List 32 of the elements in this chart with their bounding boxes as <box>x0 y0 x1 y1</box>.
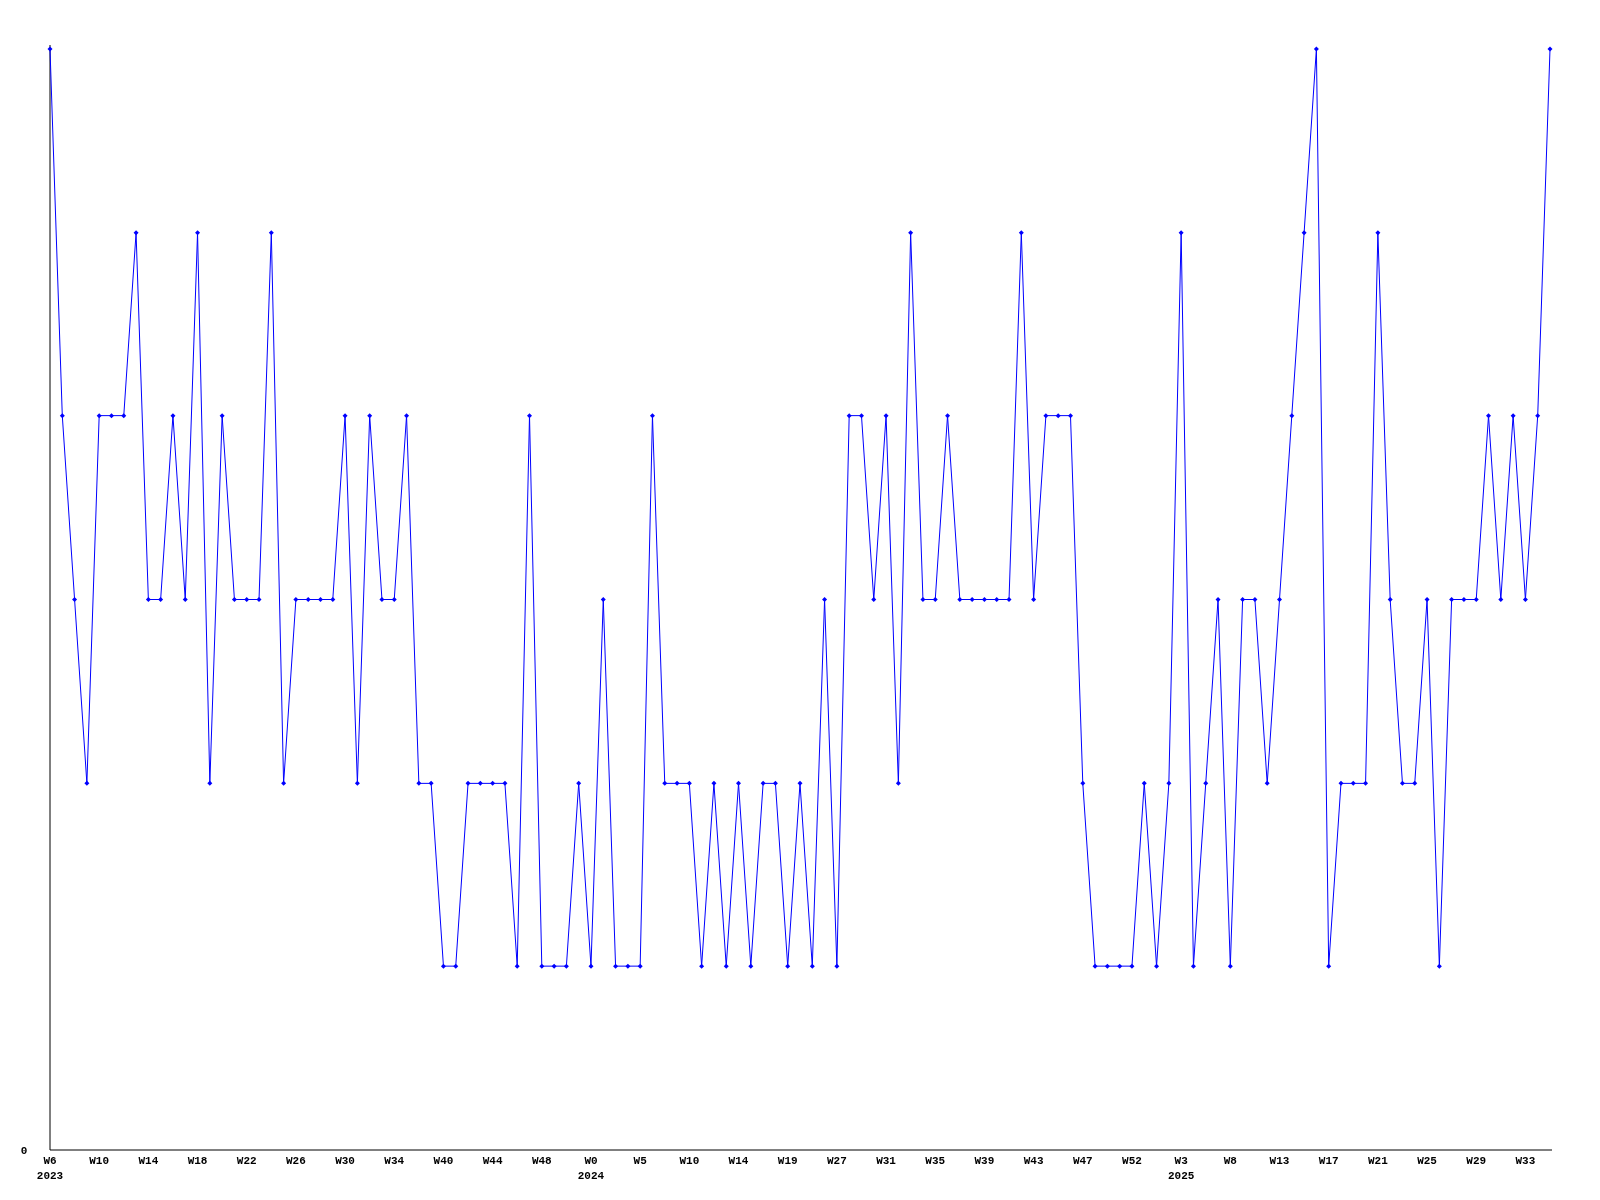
x-tick-label: W30 <box>335 1155 355 1167</box>
x-tick-label: W3 2025 <box>1167 1155 1195 1182</box>
x-tick-label: W13 <box>1269 1155 1290 1167</box>
x-tick-label: W29 <box>1466 1155 1487 1167</box>
x-tick-label: W17 <box>1318 1155 1339 1167</box>
x-tick-label: W14 <box>728 1155 749 1167</box>
x-tick-label: W14 <box>138 1155 159 1167</box>
x-tick-label: W25 <box>1417 1155 1438 1167</box>
x-tick-label: W27 <box>826 1155 847 1167</box>
x-tick-label: W33 <box>1515 1155 1536 1167</box>
x-tick-label: W10 <box>679 1155 700 1167</box>
x-tick-label: W31 <box>876 1155 897 1167</box>
x-tick-label: W44 <box>482 1155 503 1167</box>
x-tick-label: W5 <box>633 1155 648 1167</box>
x-tick-label: W35 <box>925 1155 946 1167</box>
x-tick-label: W18 <box>187 1155 208 1167</box>
text: 0 <box>20 1145 28 1157</box>
x-tick-label: W19 <box>777 1155 798 1167</box>
x-tick-label: W21 <box>1367 1155 1389 1167</box>
x-tick-label: W34 <box>384 1155 405 1167</box>
x-tick-label: W48 <box>531 1155 553 1167</box>
x-tick-label: W26 <box>286 1155 306 1167</box>
x-tick-label: W52 <box>1122 1155 1142 1167</box>
x-tick-label: W47 <box>1072 1155 1093 1167</box>
x-tick-label: W22 <box>236 1155 257 1167</box>
x-tick-label: W10 <box>89 1155 110 1167</box>
x-tick-label: W6 2023 <box>36 1155 64 1182</box>
x-tick-label: W0 2024 <box>577 1155 605 1182</box>
x-tick-label: W39 <box>974 1155 995 1167</box>
x-tick-label: W8 <box>1223 1155 1238 1167</box>
x-tick-label: W40 <box>433 1155 454 1167</box>
x-tick-label: W43 <box>1023 1155 1044 1167</box>
